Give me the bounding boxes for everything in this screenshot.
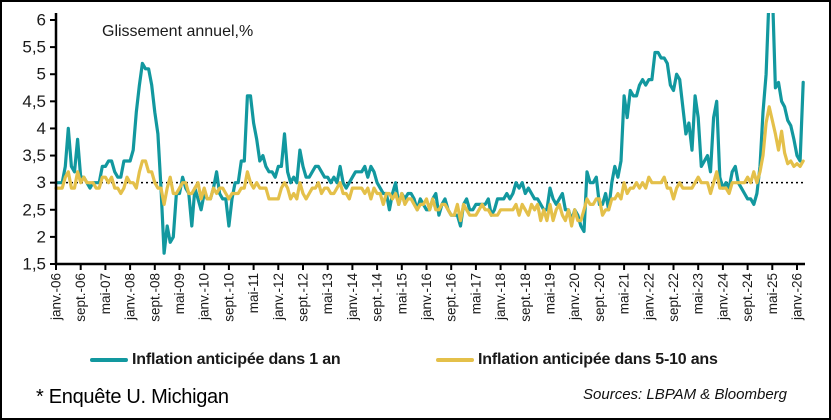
- svg-text:sept.-16: sept.-16: [444, 273, 459, 322]
- sources-note: Sources: LBPAM & Bloomberg: [583, 386, 787, 403]
- svg-text:1,5: 1,5: [22, 255, 46, 274]
- legend-item-1-an: Inflation anticipée dans 1 an: [90, 344, 341, 376]
- svg-text:sept.-22: sept.-22: [666, 273, 681, 322]
- svg-text:sept.-20: sept.-20: [592, 273, 607, 322]
- svg-text:janv.-26: janv.-26: [790, 273, 805, 321]
- legend-item-5-10-ans: Inflation anticipée dans 5-10 ans: [436, 344, 718, 376]
- svg-text:mai-09: mai-09: [172, 273, 187, 314]
- svg-text:5: 5: [37, 65, 46, 84]
- svg-text:mai-11: mai-11: [246, 273, 261, 313]
- svg-text:mai-07: mai-07: [98, 273, 113, 314]
- survey-footnote: * Enquête U. Michigan: [36, 386, 229, 408]
- svg-text:janv.-14: janv.-14: [345, 273, 360, 322]
- legend-label-5-10-ans: Inflation anticipée dans 5-10 ans: [478, 351, 718, 368]
- svg-text:sept.-24: sept.-24: [740, 273, 755, 322]
- svg-text:mai-13: mai-13: [320, 273, 335, 314]
- svg-text:janv.-08: janv.-08: [123, 273, 138, 321]
- svg-text:janv.-10: janv.-10: [197, 273, 212, 321]
- svg-text:janv.-22: janv.-22: [641, 273, 656, 321]
- svg-text:2,5: 2,5: [22, 200, 46, 219]
- svg-text:janv.-20: janv.-20: [567, 273, 582, 321]
- svg-text:sept.-18: sept.-18: [518, 273, 533, 322]
- chart-annotation: Glissement annuel,%: [102, 23, 253, 40]
- svg-text:mai-23: mai-23: [691, 273, 706, 314]
- svg-text:janv.-18: janv.-18: [493, 273, 508, 321]
- svg-text:mai-15: mai-15: [394, 273, 409, 314]
- chart-legend: Inflation anticipée dans 1 an Inflation …: [2, 344, 829, 376]
- svg-text:4: 4: [37, 119, 46, 138]
- legend-swatch-1-an: [90, 358, 128, 362]
- svg-text:janv.-24: janv.-24: [715, 273, 730, 322]
- svg-text:3,5: 3,5: [22, 146, 46, 165]
- svg-text:sept.-08: sept.-08: [147, 273, 162, 322]
- svg-text:5,5: 5,5: [22, 38, 46, 57]
- svg-text:mai-17: mai-17: [468, 273, 483, 314]
- svg-text:mai-25: mai-25: [765, 273, 780, 314]
- svg-text:sept.-10: sept.-10: [221, 273, 236, 322]
- svg-text:sept.-12: sept.-12: [296, 273, 311, 322]
- svg-text:janv.-12: janv.-12: [271, 273, 286, 321]
- svg-text:mai-21: mai-21: [617, 273, 632, 314]
- legend-label-1-an: Inflation anticipée dans 1 an: [132, 351, 341, 368]
- svg-text:6: 6: [37, 11, 46, 30]
- svg-text:janv.-16: janv.-16: [419, 273, 434, 321]
- svg-text:sept.-06: sept.-06: [73, 273, 88, 322]
- legend-swatch-5-10-ans: [436, 358, 474, 362]
- svg-text:4,5: 4,5: [22, 92, 46, 111]
- svg-text:2: 2: [37, 227, 46, 246]
- svg-text:janv.-06: janv.-06: [49, 273, 64, 321]
- svg-text:3: 3: [37, 173, 46, 192]
- svg-text:sept.-14: sept.-14: [370, 273, 385, 322]
- svg-text:mai-19: mai-19: [543, 273, 558, 314]
